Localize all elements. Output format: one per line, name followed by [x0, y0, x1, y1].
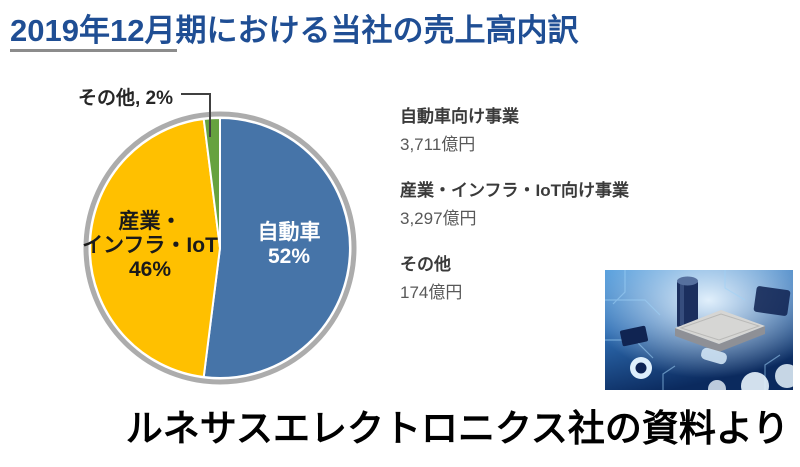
slice-label-automotive-name: 自動車 — [257, 221, 321, 244]
callout-label-other: その他, 2% — [78, 88, 174, 109]
source-caption: ルネサスエレクトロニクス社の資料より — [125, 408, 790, 449]
legend-value-industrial-infra-iot: 3,297億円 — [400, 209, 477, 228]
legend-label-other: その他 — [400, 255, 451, 274]
slice-label-automotive: 自動車 52% — [237, 221, 341, 269]
legend-value-automotive: 3,711億円 — [400, 135, 476, 154]
pcb-mounting-hole — [630, 357, 652, 379]
legend-value-other: 174億円 — [400, 283, 463, 302]
pcb-processor-chip — [675, 310, 765, 352]
pcb-small-ic — [619, 325, 649, 347]
callout-line-horizontal — [181, 93, 211, 95]
legend-label-automotive: 自動車向け事業 — [400, 107, 519, 126]
slice-label-industrial-infra-iot: 産業・ インフラ・IoT 46% — [75, 210, 225, 282]
slice-label-industrial-line1: 産業・ — [118, 210, 182, 233]
slice-label-automotive-pct: 52% — [267, 245, 311, 268]
pie-slice-automotive — [202, 117, 351, 379]
pcb-dark-module — [753, 286, 791, 316]
slice-label-industrial-line2: インフラ・IoT — [82, 234, 218, 257]
pie-legend: 自動車向け事業 3,711億円 産業・インフラ・IoT向け事業 3,297億円 … — [400, 107, 700, 329]
callout-line-vertical — [209, 93, 211, 137]
pcb-crystal-component — [701, 347, 727, 365]
title-underline — [10, 49, 177, 52]
pcb-capacitor — [677, 276, 698, 328]
pie-slice-industrial-infra-iot — [88, 118, 221, 378]
pie-chart — [83, 111, 357, 385]
legend-entry-automotive: 自動車向け事業 3,711億円 — [400, 107, 700, 155]
pie-outline-ring — [83, 111, 357, 385]
slice-label-industrial-pct: 46% — [128, 258, 172, 281]
pcb-highlight-blobs — [708, 364, 793, 390]
circuit-board-photo — [605, 270, 793, 390]
legend-label-industrial-infra-iot: 産業・インフラ・IoT向け事業 — [400, 181, 629, 200]
pie-slice-other — [202, 116, 221, 249]
legend-entry-industrial-infra-iot: 産業・インフラ・IoT向け事業 3,297億円 — [400, 181, 700, 229]
legend-entry-other: その他 174億円 — [400, 255, 700, 303]
page-title: 2019年12月期における当社の売上高内訳 — [10, 13, 579, 48]
